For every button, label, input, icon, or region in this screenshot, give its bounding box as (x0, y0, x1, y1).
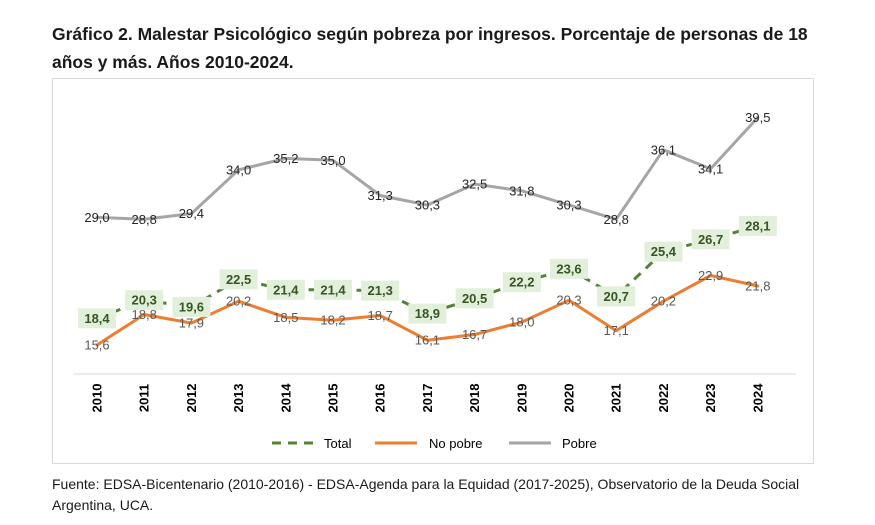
data-label-total: 22,2 (509, 275, 534, 290)
data-label-no-pobre: 20,3 (556, 293, 581, 308)
x-tick-label: 2016 (373, 384, 388, 413)
data-label-bg-total (550, 258, 588, 279)
series-line-pobre (95, 116, 760, 221)
data-label-pobre: 31,8 (509, 183, 534, 198)
data-label-no-pobre: 18,7 (368, 308, 393, 323)
data-label-total: 19,6 (179, 299, 204, 314)
x-tick-label: 2013 (231, 384, 246, 413)
x-tick-label: 2018 (467, 384, 482, 413)
data-label-no-pobre: 16,7 (462, 327, 487, 342)
data-label-pobre: 28,8 (132, 212, 157, 227)
data-label-bg-total (738, 216, 777, 236)
legend-label-no-pobre: No pobre (429, 436, 482, 451)
x-tick-label: 2015 (326, 384, 341, 413)
chart-title: Gráfico 2. Malestar Psicológico según po… (52, 24, 808, 72)
data-label-pobre: 29,4 (179, 206, 204, 221)
x-tick-label: 2024 (750, 383, 765, 413)
x-tick-label: 2023 (703, 384, 718, 413)
data-label-bg-total (266, 279, 305, 300)
data-label-total: 28,1 (745, 219, 770, 234)
data-label-bg-total (219, 269, 258, 290)
data-label-total: 21,3 (368, 283, 393, 298)
legend-label-total: Total (324, 436, 352, 451)
data-label-pobre: 34,1 (698, 161, 723, 176)
source-note: Fuente: EDSA-Bicentenario (2010-2016) - … (52, 476, 800, 513)
data-label-total: 26,7 (698, 232, 723, 247)
data-label-total: 18,9 (415, 306, 440, 321)
data-label-no-pobre: 20,2 (651, 294, 676, 309)
data-label-pobre: 39,5 (745, 110, 770, 125)
data-label-no-pobre: 17,1 (604, 323, 629, 338)
data-label-total: 23,6 (556, 261, 581, 276)
data-label-total: 20,5 (462, 291, 487, 306)
data-label-total: 18,4 (84, 311, 110, 326)
data-label-bg-total (314, 279, 352, 300)
data-label-no-pobre: 17,9 (179, 316, 204, 331)
data-label-bg-total (78, 308, 116, 329)
data-label-bg-total (408, 303, 447, 324)
data-label-pobre: 34,0 (226, 162, 251, 177)
x-tick-label: 2020 (562, 384, 577, 413)
data-label-bg-total (644, 241, 683, 262)
legend-label-pobre: Pobre (562, 436, 597, 451)
data-label-no-pobre: 21,8 (745, 279, 770, 294)
x-tick-label: 2017 (420, 384, 435, 413)
data-label-total: 21,4 (273, 282, 299, 297)
data-label-pobre: 30,3 (556, 198, 581, 213)
data-label-bg-total (125, 290, 164, 311)
data-label-total: 21,4 (320, 282, 346, 297)
data-label-pobre: 32,5 (462, 177, 487, 192)
data-label-bg-total (691, 229, 730, 250)
data-label-total: 22,5 (226, 272, 251, 287)
data-label-no-pobre: 18,2 (320, 313, 345, 328)
x-tick-label: 2012 (184, 384, 199, 413)
data-label-no-pobre: 18,0 (509, 315, 534, 330)
data-label-pobre: 35,0 (320, 153, 345, 168)
data-label-total: 20,3 (132, 293, 157, 308)
data-label-bg-total (502, 272, 541, 293)
data-label-no-pobre: 16,1 (415, 333, 440, 348)
chart-frame (52, 78, 814, 464)
data-label-pobre: 30,3 (415, 198, 440, 213)
data-label-no-pobre: 18,5 (273, 310, 298, 325)
x-tick-label: 2021 (609, 384, 624, 413)
x-tick-label: 2010 (90, 384, 105, 413)
x-tick-label: 2011 (137, 384, 152, 412)
data-label-pobre: 36,1 (651, 142, 676, 157)
data-label-bg-total (172, 296, 211, 317)
data-label-pobre: 31,3 (368, 188, 393, 203)
data-label-pobre: 28,8 (604, 212, 629, 227)
data-label-bg-total (597, 286, 636, 307)
data-label-bg-total (361, 280, 400, 301)
x-tick-label: 2014 (278, 383, 293, 413)
data-label-pobre: 29,0 (84, 210, 109, 225)
data-label-total: 20,7 (604, 289, 629, 304)
x-tick-label: 2019 (514, 384, 529, 413)
data-label-no-pobre: 18,8 (132, 307, 157, 322)
data-label-no-pobre: 20,2 (226, 294, 251, 309)
data-label-no-pobre: 22,9 (698, 268, 723, 283)
data-label-no-pobre: 15,6 (84, 338, 109, 353)
data-label-total: 25,4 (651, 244, 677, 259)
x-tick-label: 2022 (656, 384, 671, 413)
data-label-bg-total (455, 288, 494, 309)
data-label-pobre: 35,2 (273, 151, 298, 166)
